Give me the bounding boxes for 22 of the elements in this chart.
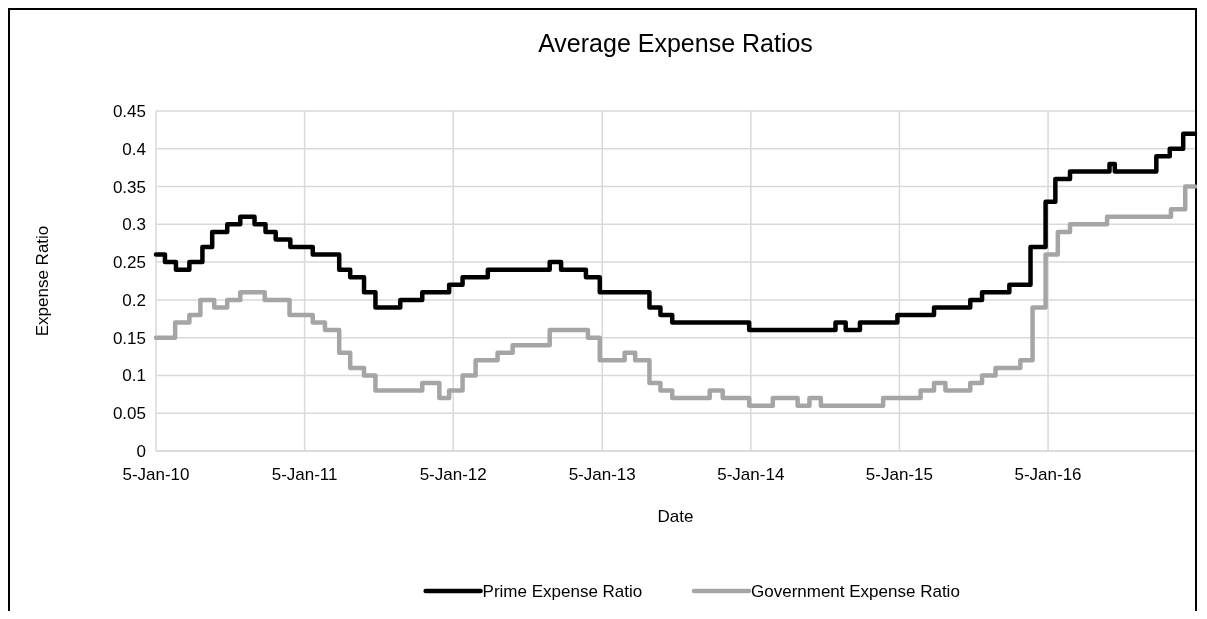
- y-tick-label: 0: [136, 441, 146, 461]
- x-tick-label: 5-Jan-11: [271, 465, 338, 484]
- x-tick-label: 5-Jan-12: [419, 465, 487, 484]
- y-axis-title: Expense Ratio: [33, 225, 52, 337]
- y-tick-label: 0.1: [122, 366, 146, 386]
- x-tick-label: 5-Jan-16: [1014, 465, 1082, 484]
- x-tick-label: 5-Jan-13: [568, 465, 636, 484]
- y-tick-label: 0.2: [122, 290, 146, 310]
- y-tick-label: 0.35: [112, 177, 146, 197]
- y-tick-label: 0.4: [122, 139, 146, 159]
- x-tick-label: 5-Jan-14: [717, 465, 785, 484]
- y-tick-label: 0.05: [112, 404, 146, 424]
- y-tick-label: 0.25: [112, 253, 146, 273]
- x-axis-title: Date: [657, 507, 694, 526]
- x-tick-label: 5-Jan-10: [122, 465, 190, 484]
- chart-title: Average Expense Ratios: [538, 29, 813, 57]
- y-tick-label: 0.45: [112, 101, 146, 121]
- y-tick-label: 0.15: [112, 328, 146, 348]
- legend-label: Prime Expense Ratio: [482, 581, 643, 601]
- y-tick-label: 0.3: [122, 215, 146, 235]
- x-tick-label: 5-Jan-15: [865, 465, 933, 484]
- legend-label: Government Expense Ratio: [751, 581, 960, 601]
